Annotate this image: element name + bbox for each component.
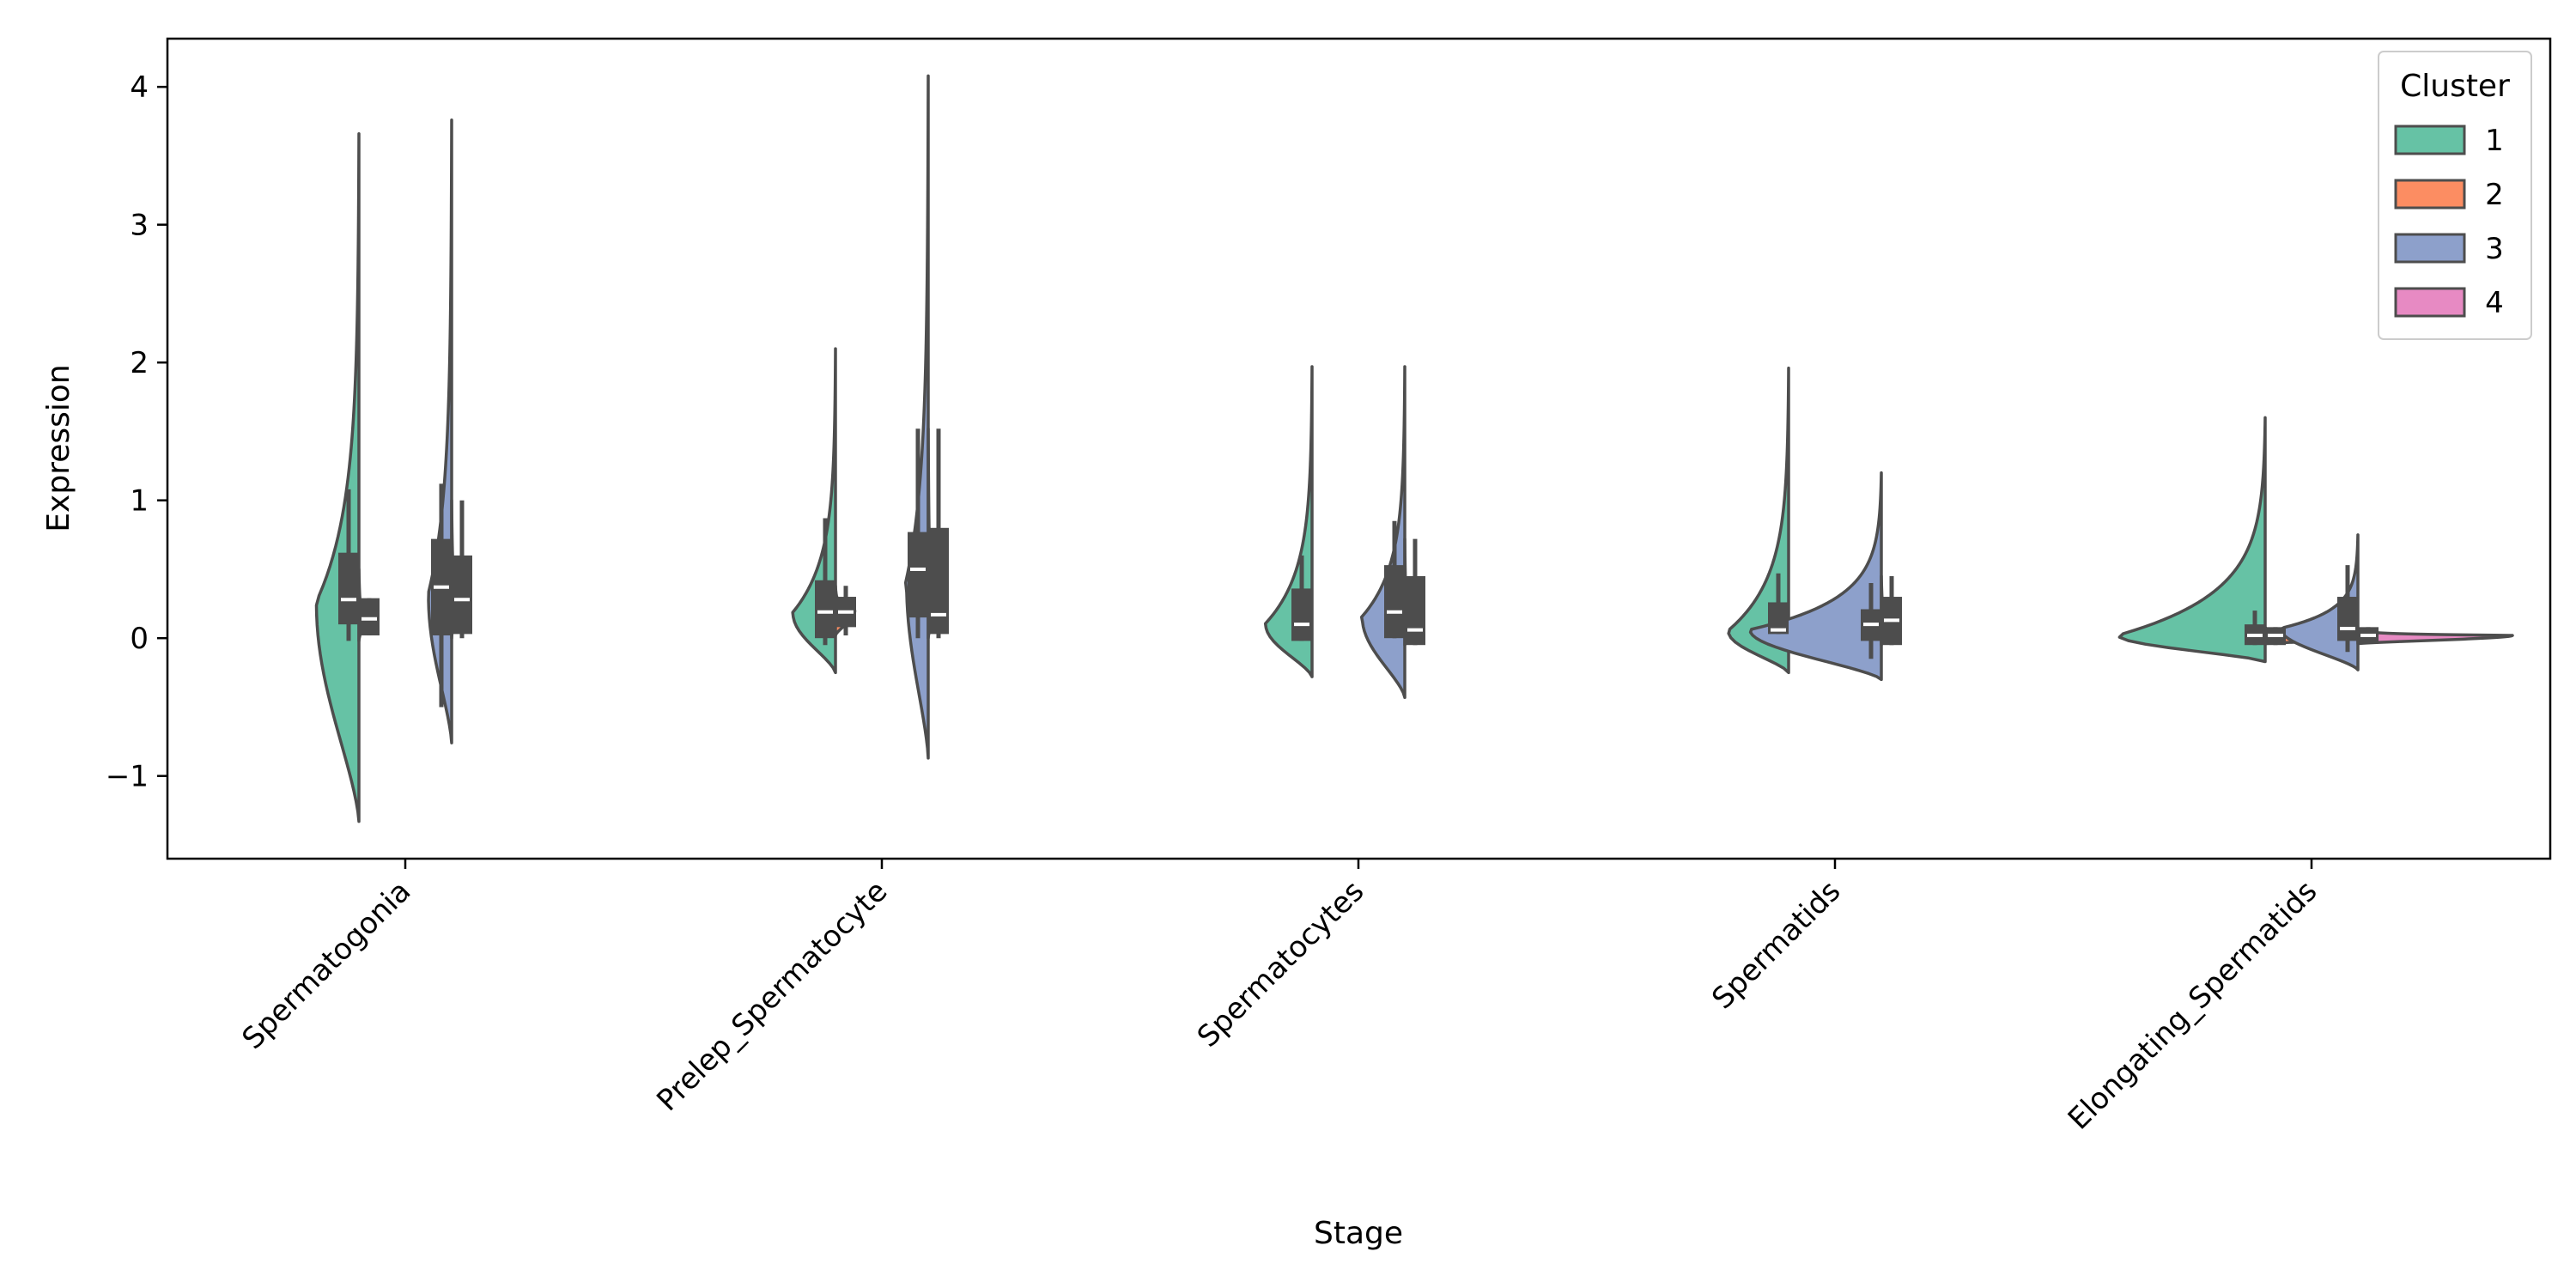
legend-title: Cluster (2400, 69, 2510, 104)
y-tick-label: 0 (130, 622, 149, 656)
box-iqr (1405, 575, 1425, 646)
y-tick-label: 3 (130, 209, 149, 243)
legend-swatch-3 (2394, 233, 2466, 264)
box-iqr (815, 580, 835, 639)
legend: Cluster 1 2 3 4 (2378, 51, 2532, 340)
box-iqr (928, 527, 949, 635)
legend-swatch-4 (2394, 287, 2466, 318)
violin-half-cluster-1 (314, 131, 361, 823)
legend-swatch-2 (2394, 179, 2466, 210)
box-iqr (1384, 565, 1405, 639)
box-iqr (452, 555, 472, 635)
violin-half-cluster-1 (1727, 366, 1790, 675)
legend-label-2: 2 (2485, 178, 2504, 212)
legend-swatch-1 (2394, 125, 2466, 155)
x-axis-title: Stage (1314, 1216, 1403, 1251)
y-tick-label: 1 (130, 484, 149, 519)
y-axis: −1 0 1 2 3 4 (106, 70, 167, 794)
y-tick-label: 4 (130, 70, 149, 105)
y-tick-label: −1 (106, 760, 149, 794)
y-axis-title: Expression (41, 364, 76, 532)
y-tick-label: 2 (130, 346, 149, 380)
box-iqr (908, 532, 928, 618)
legend-label-3: 3 (2485, 232, 2504, 266)
legend-label-4: 4 (2485, 286, 2504, 320)
box-iqr (1291, 588, 1312, 641)
box-iqr (338, 552, 359, 625)
box-iqr (359, 598, 380, 635)
box-iqr (2337, 597, 2358, 641)
violin-half-cluster-1 (2117, 416, 2267, 664)
legend-label-1: 1 (2485, 124, 2504, 158)
boxes-layer (338, 428, 2379, 708)
